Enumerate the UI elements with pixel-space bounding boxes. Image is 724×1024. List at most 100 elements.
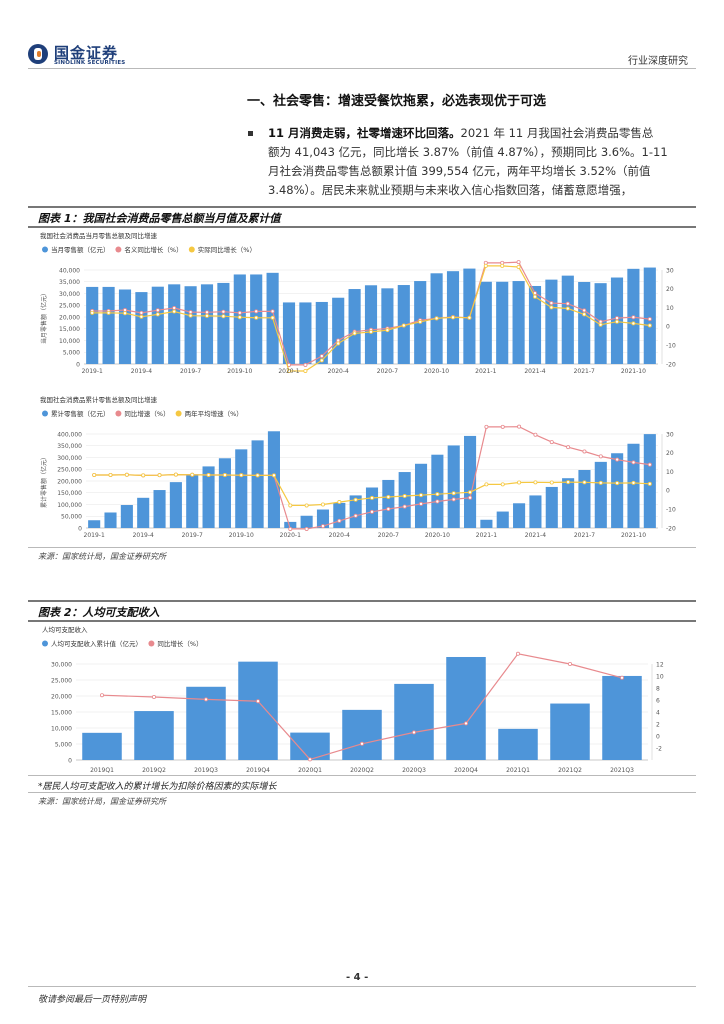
y2-tick-label: 30 bbox=[666, 267, 674, 274]
figure2-bottom-rule bbox=[28, 792, 696, 793]
y-tick-label: 15,000 bbox=[59, 326, 80, 333]
bar bbox=[479, 281, 492, 364]
series-point bbox=[647, 462, 652, 467]
series-point bbox=[286, 368, 291, 373]
series-point bbox=[271, 473, 276, 478]
bullet-line-3: 月社会消费品零售总额累计值 399,554 亿元，两年平均增长 3.52%（前值 bbox=[268, 164, 651, 178]
series-point bbox=[172, 309, 177, 314]
bar bbox=[284, 521, 297, 528]
series-point bbox=[620, 675, 625, 680]
series-point bbox=[203, 697, 208, 702]
logo-name: 国金证券 bbox=[54, 44, 119, 62]
x-tick-label: 2019-7 bbox=[180, 368, 201, 375]
x-tick-label: 2019Q1 bbox=[90, 767, 114, 774]
chart-title: 人均可支配收入 bbox=[42, 625, 88, 634]
y-tick-label: 20,000 bbox=[59, 314, 80, 321]
series-point bbox=[337, 500, 342, 505]
series-point bbox=[255, 473, 260, 478]
logo-mark bbox=[28, 44, 48, 64]
series-point bbox=[615, 316, 620, 321]
x-tick-label: 2021-4 bbox=[525, 532, 546, 539]
series-point bbox=[303, 362, 308, 367]
x-tick-label: 2019Q3 bbox=[194, 767, 218, 774]
y2-tick-label: 2 bbox=[656, 721, 660, 728]
series-point bbox=[582, 308, 587, 313]
bar bbox=[561, 275, 574, 364]
bar bbox=[394, 683, 434, 760]
bar bbox=[447, 445, 460, 528]
series-point bbox=[336, 341, 341, 346]
x-tick-label: 2021-10 bbox=[621, 368, 646, 375]
series-point bbox=[92, 472, 97, 477]
figure2-note-rule bbox=[28, 775, 696, 776]
series-point bbox=[353, 513, 358, 518]
bar bbox=[578, 470, 591, 528]
bar bbox=[496, 281, 509, 364]
legend-marker bbox=[188, 246, 195, 253]
bar bbox=[251, 440, 264, 528]
bar bbox=[104, 512, 117, 528]
series-point bbox=[106, 310, 111, 315]
figure2-title-rule bbox=[28, 620, 696, 622]
series-point bbox=[647, 323, 652, 328]
series-point bbox=[353, 497, 358, 502]
bar bbox=[594, 461, 607, 528]
x-tick-label: 2021-4 bbox=[524, 368, 545, 375]
figure1-top-rule bbox=[28, 206, 696, 208]
y-tick-label: 40,000 bbox=[59, 267, 80, 274]
bar bbox=[365, 487, 379, 528]
bar bbox=[528, 285, 542, 364]
x-tick-label: 2020-1 bbox=[278, 368, 299, 375]
series-point bbox=[206, 472, 211, 477]
series-point bbox=[463, 721, 468, 726]
x-tick-label: 2019-1 bbox=[82, 368, 103, 375]
series-point bbox=[467, 315, 472, 320]
series-point bbox=[141, 473, 146, 478]
x-tick-label: 2021-1 bbox=[475, 368, 496, 375]
y-tick-label: 150,000 bbox=[57, 490, 82, 497]
x-tick-label: 2019-10 bbox=[227, 368, 252, 375]
bar bbox=[529, 495, 542, 528]
series-point bbox=[419, 501, 424, 506]
x-tick-label: 2019-4 bbox=[131, 368, 152, 375]
y2-tick-label: -2 bbox=[656, 745, 662, 752]
y-tick-label: 350,000 bbox=[57, 443, 82, 450]
x-tick-label: 2020-4 bbox=[328, 368, 349, 375]
series-point bbox=[173, 472, 178, 477]
series-point bbox=[386, 494, 391, 499]
bar bbox=[217, 282, 230, 364]
y-tick-label: 5,000 bbox=[63, 350, 80, 357]
bar bbox=[382, 479, 395, 528]
bar bbox=[446, 656, 486, 760]
x-tick-label: 2020-10 bbox=[424, 368, 449, 375]
series-point bbox=[307, 757, 312, 762]
series-point bbox=[123, 308, 128, 313]
y-tick-label: 15,000 bbox=[51, 709, 72, 716]
figure2-note: *居民人均可支配收入的累计增长为扣除价格因素的实际增长 bbox=[38, 782, 277, 792]
y-tick-label: 30,000 bbox=[59, 291, 80, 298]
series-point bbox=[500, 482, 505, 487]
series-point bbox=[172, 305, 177, 310]
y-tick-label: 35,000 bbox=[59, 279, 80, 286]
series-point bbox=[582, 312, 587, 317]
bar bbox=[300, 515, 313, 528]
bullet-text-1: 2021 年 11 月我国社会消费品零售总 bbox=[460, 126, 654, 140]
series-point bbox=[468, 495, 473, 500]
series-point bbox=[320, 502, 325, 507]
legend-label: 累计零售额（亿元） bbox=[51, 409, 110, 418]
legend-label: 两年平均增速（%） bbox=[185, 409, 243, 418]
series-point bbox=[549, 301, 554, 306]
bar bbox=[545, 486, 558, 528]
series-point bbox=[152, 695, 157, 700]
series-point bbox=[615, 319, 620, 324]
bar bbox=[118, 289, 132, 364]
x-tick-label: 2021-10 bbox=[621, 532, 646, 539]
bar bbox=[498, 728, 538, 760]
series-point bbox=[515, 651, 520, 656]
x-tick-label: 2020Q2 bbox=[350, 767, 374, 774]
legend-label: 同比增长（%） bbox=[157, 639, 202, 648]
y2-tick-label: 10 bbox=[656, 673, 664, 680]
footer-disclaimer: 敬请参阅最后一页特别声明 bbox=[38, 995, 147, 1005]
bar bbox=[88, 520, 101, 528]
